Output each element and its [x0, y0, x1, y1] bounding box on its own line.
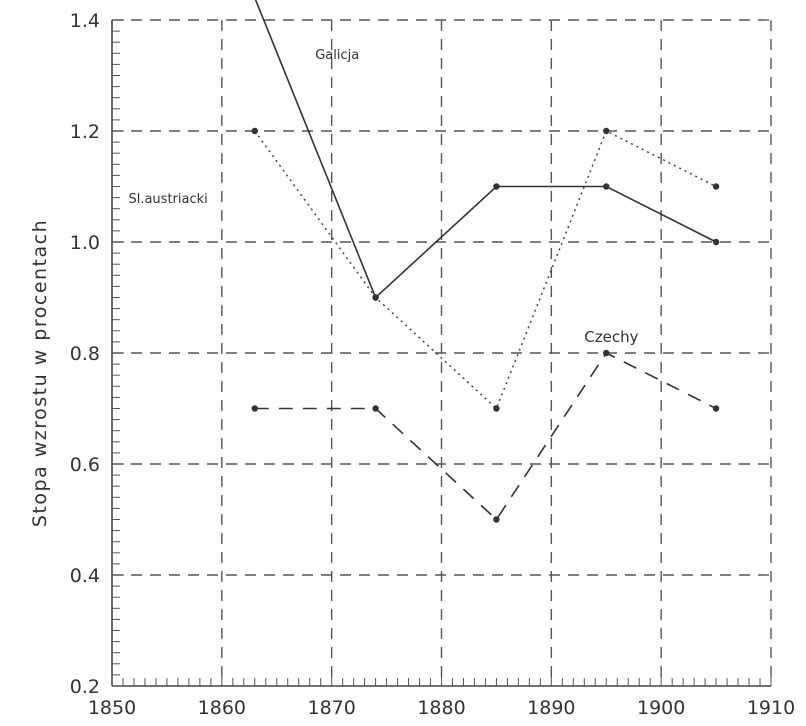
- data-point-sl-austriacki: [603, 127, 610, 135]
- x-tick-label: 1900: [637, 697, 685, 719]
- x-tick-label: 1910: [747, 697, 795, 719]
- series-layer: [251, 0, 720, 523]
- y-tick-label: 0.2: [70, 676, 100, 698]
- data-point-sl-austriacki: [372, 294, 379, 301]
- series-line-sl-austriacki: [254, 129, 717, 410]
- y-axis-label: Stopa wzrostu w procentach: [29, 219, 51, 527]
- series-annotation: Czechy: [584, 328, 638, 346]
- data-point-czechy: [603, 349, 610, 357]
- data-point-czechy: [712, 405, 720, 412]
- y-tick-label: 1.0: [70, 232, 100, 254]
- data-point-czechy: [493, 516, 500, 523]
- data-point-galicja: [603, 183, 610, 190]
- x-tick-label: 1860: [198, 697, 246, 719]
- x-tick-label: 1850: [88, 697, 136, 719]
- x-tick-label: 1870: [307, 697, 355, 719]
- series-line-czechy: [254, 351, 717, 521]
- y-tick-label: 0.6: [70, 454, 100, 476]
- series-annotation: Galicja: [315, 48, 359, 63]
- data-point-galicja: [493, 183, 500, 190]
- grid: [112, 19, 772, 686]
- data-point-czechy: [372, 405, 379, 412]
- series-annotation: Sl.austriacki: [128, 192, 207, 207]
- data-point-sl-austriacki: [712, 183, 720, 190]
- y-tick-label: 0.4: [70, 565, 100, 587]
- x-tick-label: 1890: [527, 697, 575, 719]
- y-tick-label: 1.2: [70, 121, 100, 143]
- data-point-sl-austriacki: [251, 127, 258, 135]
- data-point-czechy: [251, 405, 258, 412]
- y-tick-label: 1.4: [70, 10, 100, 32]
- y-tick-label: 0.8: [70, 343, 100, 365]
- data-point-galicja: [712, 238, 720, 246]
- data-point-sl-austriacki: [493, 405, 500, 412]
- axes: [111, 19, 772, 687]
- series-line-galicja: [254, 0, 717, 299]
- labels: 1850 1860 1870 1880 1890 1900 1910 0.2 0.4 0.6 0.8…: [29, 10, 795, 719]
- x-tick-label: 1880: [417, 697, 465, 719]
